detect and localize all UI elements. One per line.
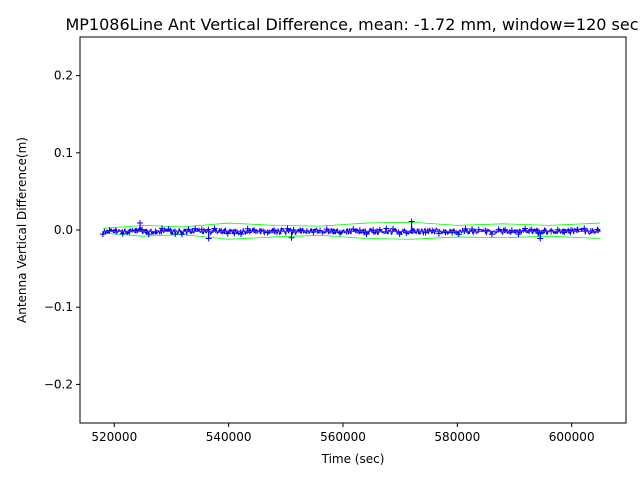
data-point-marker (290, 226, 297, 233)
data-point-marker (409, 227, 416, 234)
plot-area (99, 218, 601, 242)
y-tick-label: −0.2 (44, 377, 73, 391)
x-tick-label: 580000 (434, 430, 480, 444)
data-point-marker (567, 227, 574, 234)
data-spike-marker (205, 235, 212, 242)
data-point-marker (522, 225, 529, 232)
data-point-marker (541, 227, 548, 234)
data-point-marker (218, 227, 225, 234)
data-point-marker (356, 227, 363, 234)
data-point-marker (244, 225, 251, 232)
data-point-marker (297, 227, 304, 234)
data-point-marker (159, 225, 166, 232)
chart-title: MP1086Line Ant Vertical Difference, mean… (65, 15, 638, 34)
data-point-marker (396, 231, 403, 238)
y-tick-label: 0.0 (54, 223, 73, 237)
data-point-marker (133, 227, 140, 234)
x-tick-label: 520000 (91, 430, 137, 444)
x-axis-label: Time (sec) (321, 452, 385, 466)
data-point-marker (508, 227, 515, 234)
x-tick-label: 540000 (206, 430, 252, 444)
data-point-marker (449, 229, 456, 236)
data-point-marker (172, 231, 179, 238)
x-axis: 520000 540000 560000 580000 600000 (91, 423, 595, 444)
data-point-marker (383, 225, 390, 232)
y-axis-label: Antenna Vertical Difference(m) (15, 137, 29, 323)
lower-envelope-line (102, 232, 601, 240)
data-point-marker (482, 227, 489, 234)
upper-envelope-line (102, 221, 601, 229)
x-tick-label: 560000 (320, 430, 366, 444)
data-point-marker (422, 229, 429, 236)
data-point-marker (310, 229, 317, 236)
data-point-marker (462, 225, 469, 232)
data-point-marker (145, 231, 152, 238)
x-tick-label: 600000 (549, 430, 595, 444)
data-point-marker (264, 229, 271, 236)
data-spike-marker (537, 235, 544, 242)
y-tick-label: −0.1 (44, 300, 73, 314)
data-point-marker (363, 231, 370, 238)
y-axis: 0.2 0.1 0.0 −0.1 −0.2 (44, 69, 80, 391)
data-point-marker (581, 225, 588, 232)
data-point-marker (515, 231, 522, 238)
data-spike-marker (288, 234, 295, 241)
data-point-marker (271, 227, 278, 234)
data-spike-marker (408, 218, 415, 225)
data-point-marker (211, 225, 218, 232)
data-point-marker (336, 229, 343, 236)
data-point-marker (106, 227, 113, 234)
data-point-marker (429, 227, 436, 234)
data-spike-marker (137, 220, 144, 227)
y-tick-label: 0.1 (54, 146, 73, 160)
y-tick-label: 0.2 (54, 69, 73, 83)
data-point-marker (251, 227, 258, 234)
data-point-marker (99, 231, 106, 238)
data-point-marker (178, 231, 185, 238)
data-point-marker (455, 231, 462, 238)
data-point-marker (488, 231, 495, 238)
data-point-marker (561, 229, 568, 236)
data-point-marker (442, 229, 449, 236)
data-point-marker (528, 226, 535, 233)
data-point-marker (126, 228, 133, 235)
data-point-marker (284, 225, 291, 232)
data-point-marker (317, 227, 324, 234)
data-point-marker (370, 227, 377, 234)
data-point-marker (238, 231, 245, 238)
data-point-marker (192, 225, 199, 232)
